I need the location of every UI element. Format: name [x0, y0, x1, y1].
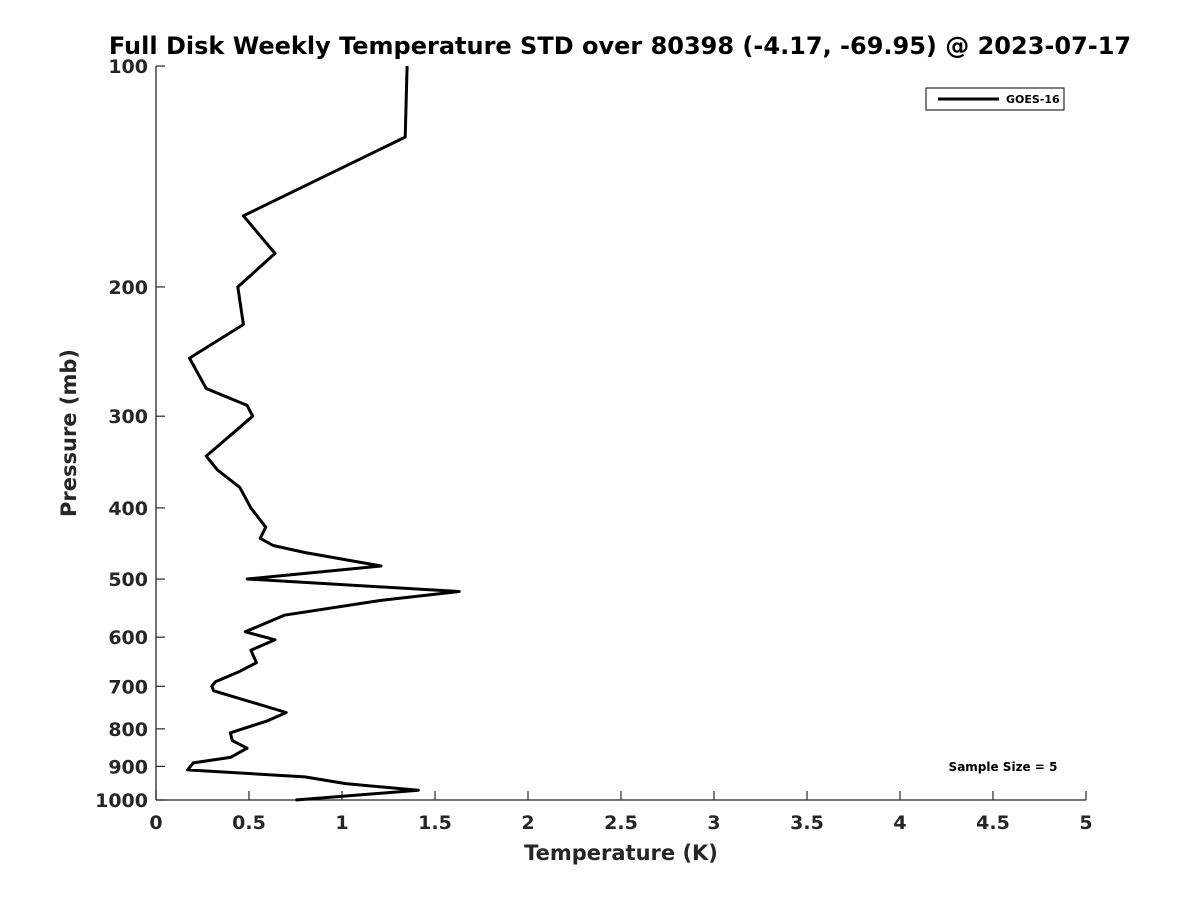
y-tick-label: 400: [108, 498, 148, 520]
y-tick-label: 200: [108, 277, 148, 299]
y-tick-label: 100: [108, 56, 148, 78]
y-tick-label: 900: [108, 756, 148, 778]
x-tick-label: 5: [1079, 812, 1092, 834]
x-axis-label: Temperature (K): [524, 841, 718, 865]
y-tick-label: 700: [108, 676, 148, 698]
x-tick-label: 2.5: [604, 812, 638, 834]
y-tick-label: 600: [108, 627, 148, 649]
y-tick-label: 300: [108, 406, 148, 428]
x-tick-label: 3.5: [790, 812, 824, 834]
legend-label-goes-16: GOES-16: [1006, 93, 1060, 106]
series-line-goes-16: [186, 65, 461, 802]
y-tick-label: 1000: [95, 790, 148, 812]
y-axis-label: Pressure (mb): [57, 349, 81, 517]
x-tick-label: 2: [521, 812, 534, 834]
chart-title: Full Disk Weekly Temperature STD over 80…: [109, 32, 1131, 60]
x-tick-label: 1: [335, 812, 348, 834]
x-tick-label: 4.5: [976, 812, 1010, 834]
legend: GOES-16: [925, 87, 1065, 111]
plot-frame: [155, 66, 1086, 801]
x-tick-label: 3: [707, 812, 720, 834]
x-tick-label: 1.5: [418, 812, 452, 834]
x-tick-label: 4: [893, 812, 906, 834]
x-ticks: 0 0.5 1 1.5 2 2.5 3 3.5 4 4.5 5: [149, 791, 1093, 834]
y-tick-label: 500: [108, 569, 148, 591]
x-tick-label: 0: [149, 812, 162, 834]
y-tick-label: 800: [108, 719, 148, 741]
y-ticks: 100 200 300 400 500 600 700 800 900 1000: [95, 56, 165, 812]
sample-size-annotation: Sample Size = 5: [949, 760, 1058, 774]
x-tick-label: 0.5: [232, 812, 266, 834]
